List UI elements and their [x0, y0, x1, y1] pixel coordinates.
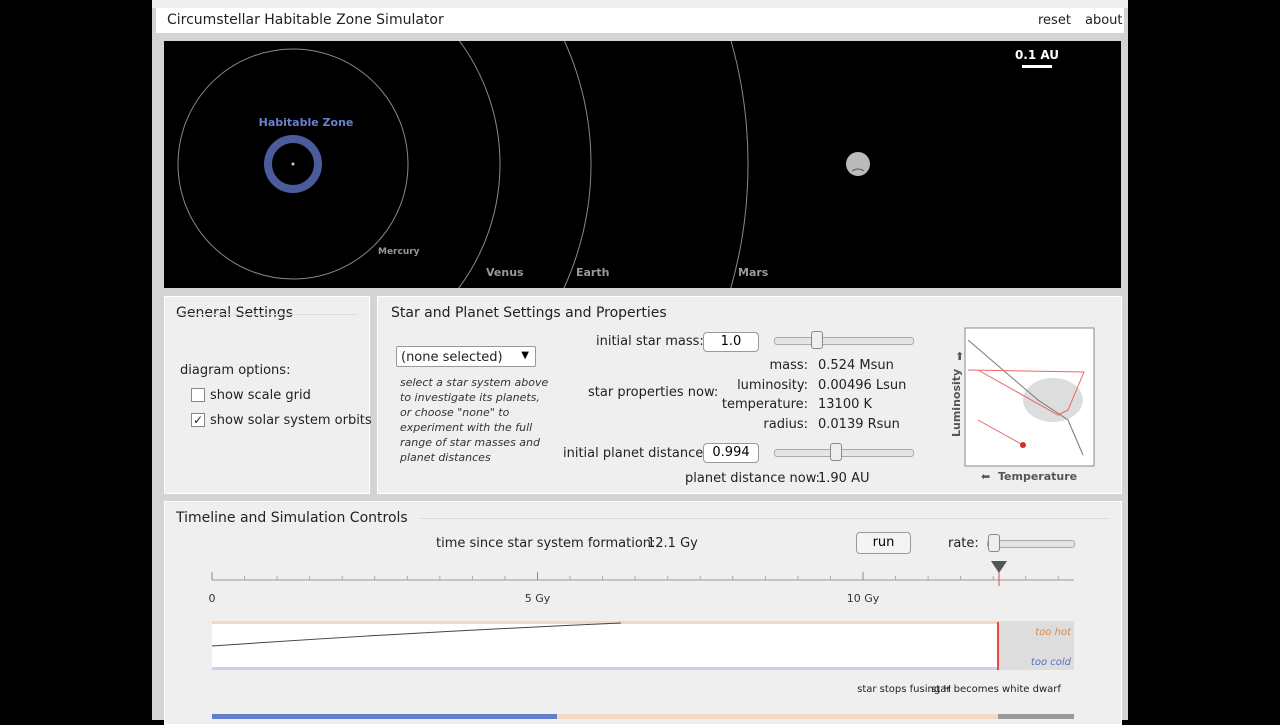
rate-slider[interactable] [987, 540, 1075, 548]
help-text: select a star system above to investigat… [400, 376, 549, 464]
zone-label: too cold [1031, 657, 1072, 668]
hr-cloud [1023, 378, 1083, 422]
label: initial star mass: [596, 334, 704, 349]
planet-face [851, 168, 865, 172]
planet-label: Mars [738, 266, 769, 279]
label: planet distance now: [685, 471, 821, 486]
mars-orbit [730, 41, 749, 288]
panel-title: Timeline and Simulation Controls [176, 510, 408, 526]
distance-slider[interactable] [774, 449, 914, 457]
zone-label: Habitable Zone [259, 116, 354, 129]
system-select[interactable]: (none selected) ▼ [396, 346, 536, 367]
app-title: Circumstellar Habitable Zone Simulator [167, 12, 444, 28]
select-arrow: ▼ [521, 350, 529, 361]
star-track [967, 369, 1085, 446]
event-label: star stops fusing H [857, 684, 951, 695]
scale-bar [1022, 65, 1052, 68]
tick-label: 5 Gy [525, 592, 551, 605]
slider-thumb[interactable] [830, 443, 842, 461]
slider-thumb[interactable] [811, 331, 823, 349]
star-panel: Star and Planet Settings and Properties … [377, 296, 1122, 494]
planet-track [211, 622, 622, 647]
rule [420, 518, 1110, 519]
property-label: temperature: [721, 397, 808, 412]
earth-orbit [563, 41, 592, 288]
header: Circumstellar Habitable Zone Simulator r… [156, 8, 1124, 33]
checkbox[interactable] [191, 388, 205, 402]
checkbox[interactable]: ✓ [191, 413, 205, 427]
mercury-orbit [177, 48, 409, 280]
cold-edge [212, 667, 1074, 670]
panel-title: General Settings [176, 305, 294, 321]
zone-label: too hot [1035, 627, 1072, 638]
time-value: 12.1 Gy [647, 536, 698, 551]
property-label: mass: [769, 358, 808, 373]
options-label: diagram options: [180, 363, 291, 378]
orbit-bg [164, 41, 1121, 288]
phase-bar [557, 714, 998, 719]
hot-edge [212, 621, 1074, 624]
arrow: ⬆ [955, 350, 964, 363]
property-value: 13100 K [818, 397, 873, 412]
habitable-zone [264, 135, 322, 193]
label: star properties now: [588, 385, 719, 400]
zone-band [212, 622, 1074, 670]
timeline-panel: Timeline and Simulation Controls time si… [164, 501, 1122, 725]
tick-label: 0 [209, 592, 216, 605]
panel-title: Star and Planet Settings and Properties [391, 305, 667, 321]
slider-thumb[interactable] [988, 534, 1000, 552]
planet-label: Earth [576, 266, 609, 279]
axis-label: Luminosity [950, 369, 963, 437]
arrow: ⬅ [981, 470, 990, 483]
venus-orbit [458, 41, 501, 288]
select-text: (none selected) [401, 350, 503, 365]
dwarf-region [998, 622, 1074, 670]
tick-label: 10 Gy [847, 592, 880, 605]
run-button[interactable]: run [856, 532, 911, 554]
top-bar [152, 0, 1128, 8]
mass-input[interactable]: 1.0 [703, 332, 759, 352]
option-label: show scale grid [210, 388, 311, 403]
timeline: too hot too cold star stops fusing H sta… [209, 561, 1074, 719]
app: Circumstellar Habitable Zone Simulator r… [152, 0, 1128, 725]
planet-label: Mercury [378, 247, 420, 257]
general-panel: General Settings diagram options: show s… [164, 296, 372, 494]
main-sequence [967, 339, 1084, 456]
reset-link[interactable]: reset [1038, 13, 1071, 28]
phase-bar [998, 714, 1074, 719]
time-marker[interactable] [991, 561, 1007, 573]
phase-bar [212, 714, 557, 719]
property-label: radius: [763, 416, 808, 432]
scale-label: 0.1 AU [1015, 48, 1059, 62]
label: initial planet distance: [563, 446, 708, 461]
property-label: luminosity: [737, 377, 808, 393]
mass-slider[interactable] [774, 337, 914, 345]
time-label: time since star system formation: [436, 536, 656, 551]
axis-label: Temperature [998, 470, 1077, 483]
value: 1.90 AU [818, 471, 870, 486]
planet-label: Venus [486, 266, 524, 279]
star-point [1020, 442, 1026, 448]
distance-input[interactable]: 0.994 [703, 443, 759, 463]
option-label: show solar system orbits [210, 413, 372, 428]
rate-label: rate: [948, 536, 979, 551]
property-value: 0.00496 Lsun [818, 377, 907, 393]
orbit-view: Habitable Zone Mercury Venus Earth Mars … [164, 41, 1121, 288]
rule [176, 314, 358, 315]
planet[interactable] [846, 152, 870, 176]
hr-diagram: Luminosity ⬆ Temperature ⬅ [950, 327, 1095, 483]
about-link[interactable]: about [1085, 13, 1123, 28]
event-label: star becomes white dwarf [931, 684, 1061, 695]
star [291, 162, 295, 166]
property-value: 0.0139 Rsun [818, 416, 900, 432]
property-value: 0.524 Msun [818, 358, 894, 373]
